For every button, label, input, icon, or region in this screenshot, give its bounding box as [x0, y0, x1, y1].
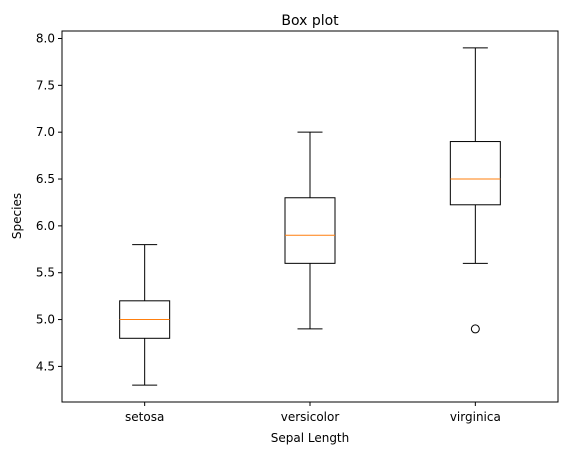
x-axis-label: Sepal Length	[271, 431, 350, 445]
y-tick-label: 8.0	[36, 31, 55, 45]
x-tick-label-virginica: virginica	[450, 410, 501, 424]
plot-area-frame	[61, 30, 559, 403]
y-tick-label: 7.5	[36, 78, 55, 92]
y-tick-label: 5.5	[36, 266, 55, 280]
box-virginica	[449, 47, 501, 334]
y-axis-label: Species	[10, 193, 24, 239]
iqr-box	[449, 141, 501, 206]
x-tick-label-setosa: setosa	[125, 410, 164, 424]
y-tick-label: 6.5	[36, 172, 55, 186]
y-tick-label: 7.0	[36, 125, 55, 139]
box-setosa	[119, 244, 171, 386]
outlier-point	[470, 324, 480, 334]
y-tick-label: 6.0	[36, 219, 55, 233]
y-tick-label: 5.0	[36, 313, 55, 327]
iqr-box	[284, 197, 336, 264]
chart-title: Box plot	[281, 13, 339, 29]
y-tick-label: 4.5	[36, 359, 55, 373]
x-tick-label-versicolor: versicolor	[281, 410, 340, 424]
box-versicolor	[284, 131, 336, 330]
